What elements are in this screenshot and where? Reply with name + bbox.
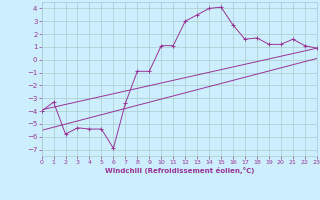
X-axis label: Windchill (Refroidissement éolien,°C): Windchill (Refroidissement éolien,°C) [105,167,254,174]
